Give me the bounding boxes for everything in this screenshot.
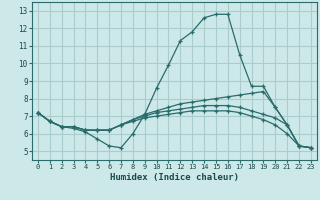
X-axis label: Humidex (Indice chaleur): Humidex (Indice chaleur): [110, 173, 239, 182]
